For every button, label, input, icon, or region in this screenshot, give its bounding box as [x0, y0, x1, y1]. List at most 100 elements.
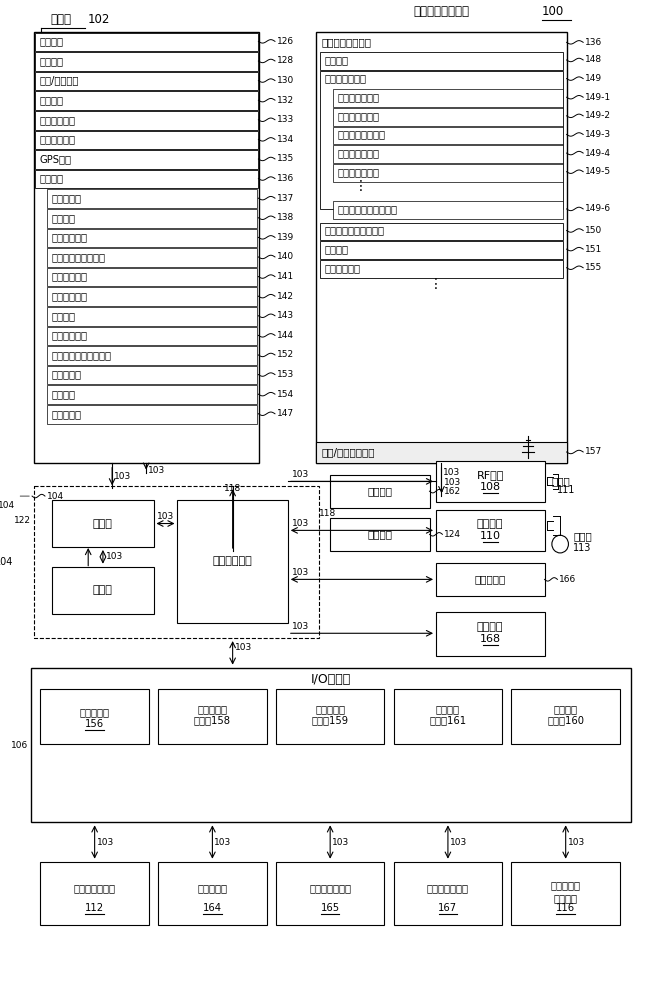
Text: 音频电路: 音频电路 [477, 520, 503, 530]
Text: 在线视频模块: 在线视频模块 [325, 263, 361, 273]
Text: 便携式多功能设备: 便携式多功能设备 [413, 5, 469, 18]
Text: 天气桌面小程序: 天气桌面小程序 [337, 92, 380, 102]
Bar [511, 689, 620, 744]
Text: 150: 150 [585, 226, 602, 235]
Text: 其他输入: 其他输入 [554, 704, 578, 714]
Text: 149-2: 149-2 [585, 111, 611, 120]
Bar [31, 668, 631, 822]
Text: 控制器159: 控制器159 [311, 716, 349, 726]
Text: 118: 118 [224, 484, 241, 493]
Bar [46, 209, 258, 228]
Bar [35, 131, 258, 149]
Text: 应用程序: 应用程序 [39, 174, 64, 184]
Bar [320, 241, 563, 259]
Text: 104: 104 [0, 501, 15, 510]
Bar [46, 346, 258, 365]
Bar [436, 612, 544, 656]
Text: 外部端口: 外部端口 [367, 529, 392, 539]
Text: 文本输入模块: 文本输入模块 [39, 134, 76, 144]
Bar [394, 862, 502, 925]
Bar [158, 689, 267, 744]
Bar [436, 563, 544, 596]
Text: 167: 167 [438, 903, 457, 913]
Bar [46, 366, 258, 384]
Text: 128: 128 [277, 56, 294, 65]
Bar [46, 385, 258, 404]
Text: 处理器: 处理器 [93, 585, 113, 595]
Text: 103: 103 [292, 470, 309, 479]
Text: 103: 103 [292, 568, 309, 577]
Text: 132: 132 [277, 96, 294, 105]
Text: 103: 103 [568, 838, 585, 847]
Text: 137: 137 [277, 194, 294, 203]
Text: 操作系统: 操作系统 [39, 36, 64, 46]
Text: 外围设备接口: 外围设备接口 [212, 556, 252, 566]
Text: 强度传感器: 强度传感器 [315, 704, 345, 714]
Text: 141: 141 [277, 272, 294, 281]
Text: 103: 103 [292, 519, 309, 528]
Bar [35, 91, 258, 110]
Text: 130: 130 [277, 76, 294, 85]
Text: 135: 135 [277, 154, 294, 163]
Text: 162: 162 [444, 487, 461, 496]
Bar [276, 689, 384, 744]
Text: 光学传感器: 光学传感器 [197, 704, 227, 714]
Text: 136: 136 [585, 38, 602, 47]
Text: 相机模块: 相机模块 [51, 311, 76, 321]
Text: 控制器160: 控制器160 [547, 716, 584, 726]
Text: 166: 166 [559, 575, 576, 584]
Text: 存储器: 存储器 [50, 13, 72, 26]
Text: 触觉输出发生器: 触觉输出发生器 [427, 883, 469, 893]
Bar [320, 223, 563, 240]
Text: 显示控制器: 显示控制器 [80, 707, 110, 717]
Text: 103: 103 [106, 552, 123, 561]
Text: 搜索模块: 搜索模块 [325, 244, 349, 254]
Bar [34, 32, 260, 463]
Text: 图形模块: 图形模块 [39, 95, 64, 105]
Text: 触敏显示器系统: 触敏显示器系统 [74, 883, 116, 893]
Text: 电子邮件客户端模块: 电子邮件客户端模块 [51, 252, 106, 262]
Text: 149-4: 149-4 [585, 149, 611, 158]
Bar [394, 689, 502, 744]
Text: 触觉反馈模块: 触觉反馈模块 [39, 115, 76, 125]
Bar [35, 170, 258, 188]
Text: 103: 103 [114, 472, 131, 481]
Text: 148: 148 [585, 55, 602, 64]
Text: 103: 103 [332, 838, 349, 847]
Text: 110: 110 [479, 531, 501, 541]
Bar [333, 127, 563, 144]
Text: 147: 147 [277, 409, 294, 418]
Text: 154: 154 [277, 390, 294, 399]
Bar [333, 89, 563, 107]
Bar [320, 260, 563, 278]
Text: 桌面小程序模块: 桌面小程序模块 [325, 74, 367, 84]
Text: 118: 118 [319, 509, 337, 518]
Text: 股市桌面小程序: 股市桌面小程序 [337, 111, 380, 121]
Bar [46, 189, 258, 208]
Text: 控制器161: 控制器161 [430, 716, 467, 726]
Text: 108: 108 [479, 482, 501, 492]
Text: 139: 139 [277, 233, 294, 242]
Bar [330, 518, 430, 551]
Text: 138: 138 [277, 213, 294, 222]
Text: 103: 103 [444, 478, 461, 487]
Bar [46, 287, 258, 306]
Text: 143: 143 [277, 311, 294, 320]
Text: 140: 140 [277, 252, 294, 261]
Bar [436, 461, 544, 502]
Text: 电力系统: 电力系统 [367, 486, 392, 496]
Text: RF电路: RF电路 [477, 471, 504, 481]
Text: 其他输入或: 其他输入或 [550, 880, 581, 890]
Text: 接触/运动模块: 接触/运动模块 [39, 76, 79, 86]
Text: 155: 155 [585, 263, 602, 272]
Text: 104: 104 [0, 557, 14, 567]
Bar [46, 229, 258, 247]
Text: 164: 164 [203, 903, 222, 913]
Bar [511, 862, 620, 925]
Text: 加速度计: 加速度计 [477, 622, 503, 632]
Bar [35, 111, 258, 130]
Text: 光学传感器: 光学传感器 [197, 883, 227, 893]
Text: 即时消息模块: 即时消息模块 [51, 272, 88, 282]
Text: 126: 126 [277, 37, 294, 46]
Bar [34, 486, 319, 638]
